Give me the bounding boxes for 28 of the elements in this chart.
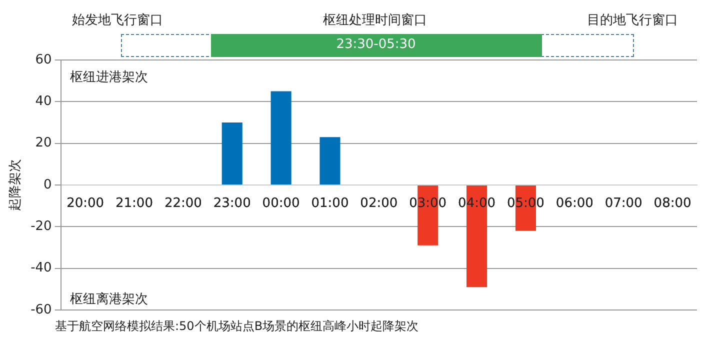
bar xyxy=(270,91,292,184)
y-tick-label: -20 xyxy=(30,219,52,234)
bar xyxy=(222,122,242,184)
annotation: 枢纽进港架次 xyxy=(70,69,148,86)
x-tick-label: 08:00 xyxy=(654,196,692,212)
x-tick-label: 23:00 xyxy=(213,196,251,212)
x-tick-label: 21:00 xyxy=(116,196,153,212)
y-tick-label: 60 xyxy=(35,52,52,68)
x-tick-label: 06:00 xyxy=(556,196,594,212)
x-tick-label: 02:00 xyxy=(360,196,398,212)
y-tick-label: 20 xyxy=(35,136,52,151)
y-tick-label: -60 xyxy=(30,302,52,318)
x-tick-label: 01:00 xyxy=(311,196,349,212)
text: 目的地飞行窗口 xyxy=(587,12,678,29)
x-tick-label: 20:00 xyxy=(66,196,104,212)
text: 枢纽处理时间窗口 xyxy=(323,12,427,29)
x-tick-label: 07:00 xyxy=(604,196,642,212)
y-axis-title: 起降架次 xyxy=(8,159,24,211)
y-tick-label: -40 xyxy=(30,260,52,276)
text: 23:30-05:30 xyxy=(336,37,416,52)
x-tick-label: 00:00 xyxy=(262,196,300,212)
annotation: 枢纽离港架次 xyxy=(70,291,148,308)
bar xyxy=(320,137,340,184)
text: 始发地飞行窗口 xyxy=(72,12,163,29)
y-tick-label: 40 xyxy=(35,94,52,110)
text: 基于航空网络模拟结果:50个机场站点B场景的枢纽高峰小时起降架次 xyxy=(55,318,419,335)
x-tick-label: 22:00 xyxy=(164,196,202,212)
y-tick-label: 0 xyxy=(44,177,52,192)
